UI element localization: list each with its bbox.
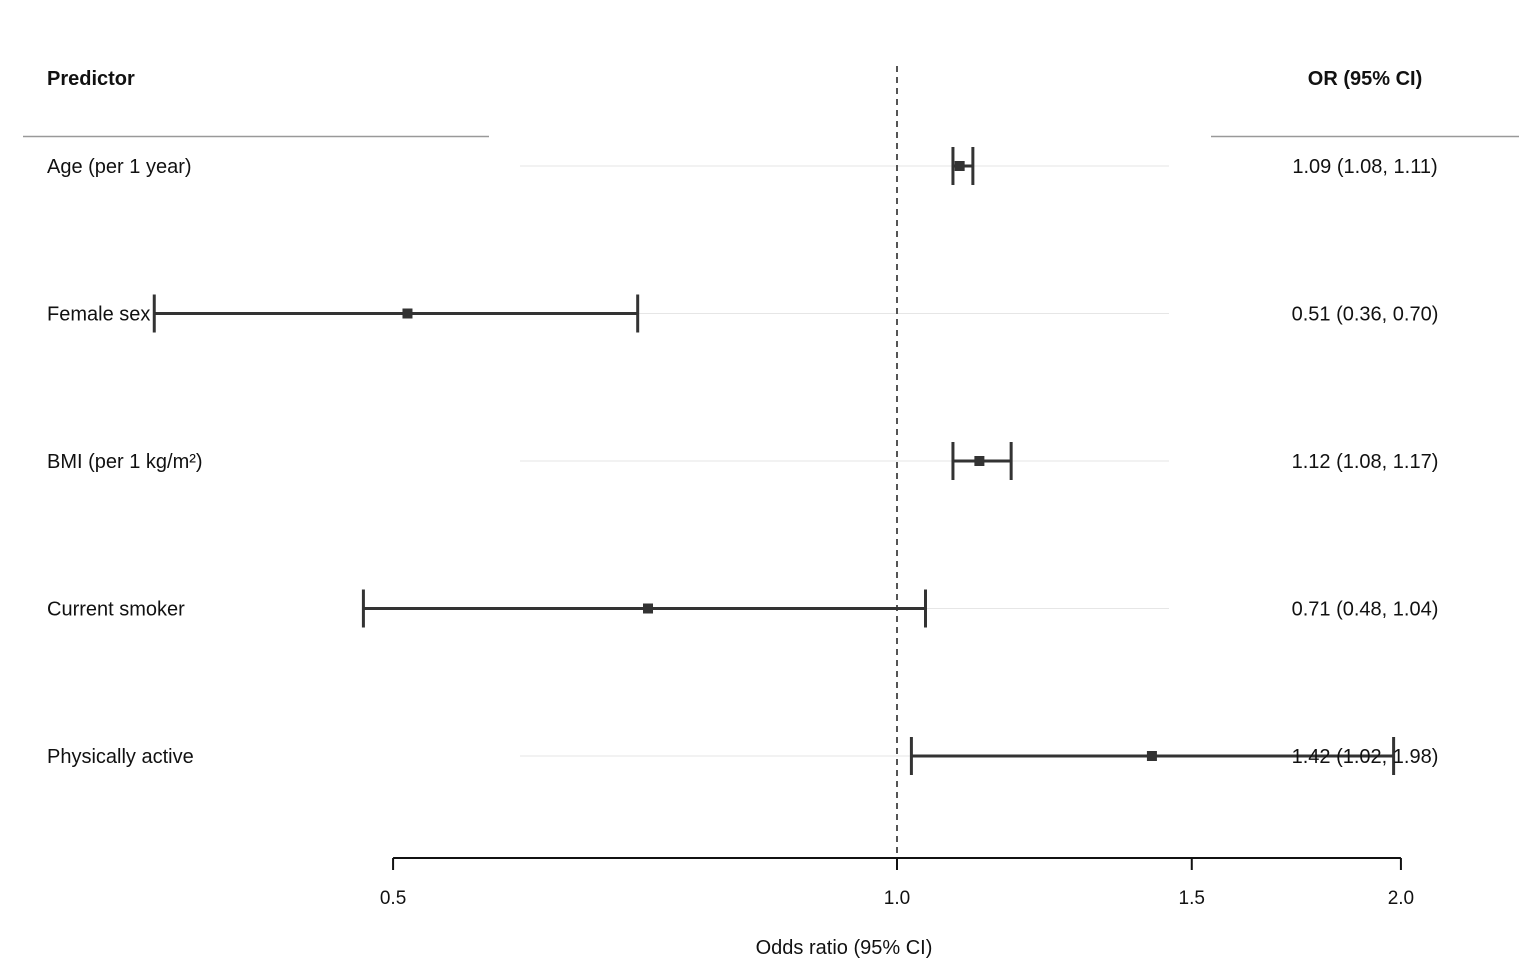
x-tick-label: 0.5 (380, 888, 406, 909)
predictor-label: Physically active (47, 746, 194, 768)
or-ci-text: 1.42 (1.02, 1.98) (1292, 746, 1439, 768)
row-gridlines (520, 165, 1169, 757)
or-ci-text: 1.09 (1.08, 1.11) (1292, 156, 1437, 178)
x-tick-label: 1.0 (884, 888, 910, 909)
or-ci-text: 0.51 (0.36, 0.70) (1292, 304, 1439, 326)
predictor-label: Female sex (47, 304, 150, 326)
x-axis: 0.5 1.0 1.5 2.0 (380, 857, 1414, 909)
row-labels: Age (per 1 year) 1.09 (1.08, 1.11) Female … (47, 156, 1438, 768)
predictor-label: Age (per 1 year) (47, 156, 192, 178)
point-estimate (1146, 751, 1157, 761)
predictor-label: BMI (per 1 kg/m²) (47, 451, 203, 473)
x-tick-label: 1.5 (1179, 888, 1205, 909)
predictor-label: Current smoker (47, 599, 185, 621)
point-estimate (402, 308, 413, 319)
or-ci-text: 1.12 (1.08, 1.17) (1292, 451, 1439, 473)
or-ci-text: 0.71 (0.48, 1.04) (1292, 599, 1439, 621)
point-estimate (954, 161, 965, 171)
or-ci-header: OR (95% CI) (1308, 68, 1422, 90)
point-estimate (974, 456, 985, 466)
interval-marks (152, 147, 1396, 775)
predictor-header: Predictor (47, 68, 135, 90)
x-axis-title: Odds ratio (95% CI) (756, 937, 933, 959)
x-tick-label: 2.0 (1388, 888, 1414, 909)
point-estimate (643, 603, 654, 614)
